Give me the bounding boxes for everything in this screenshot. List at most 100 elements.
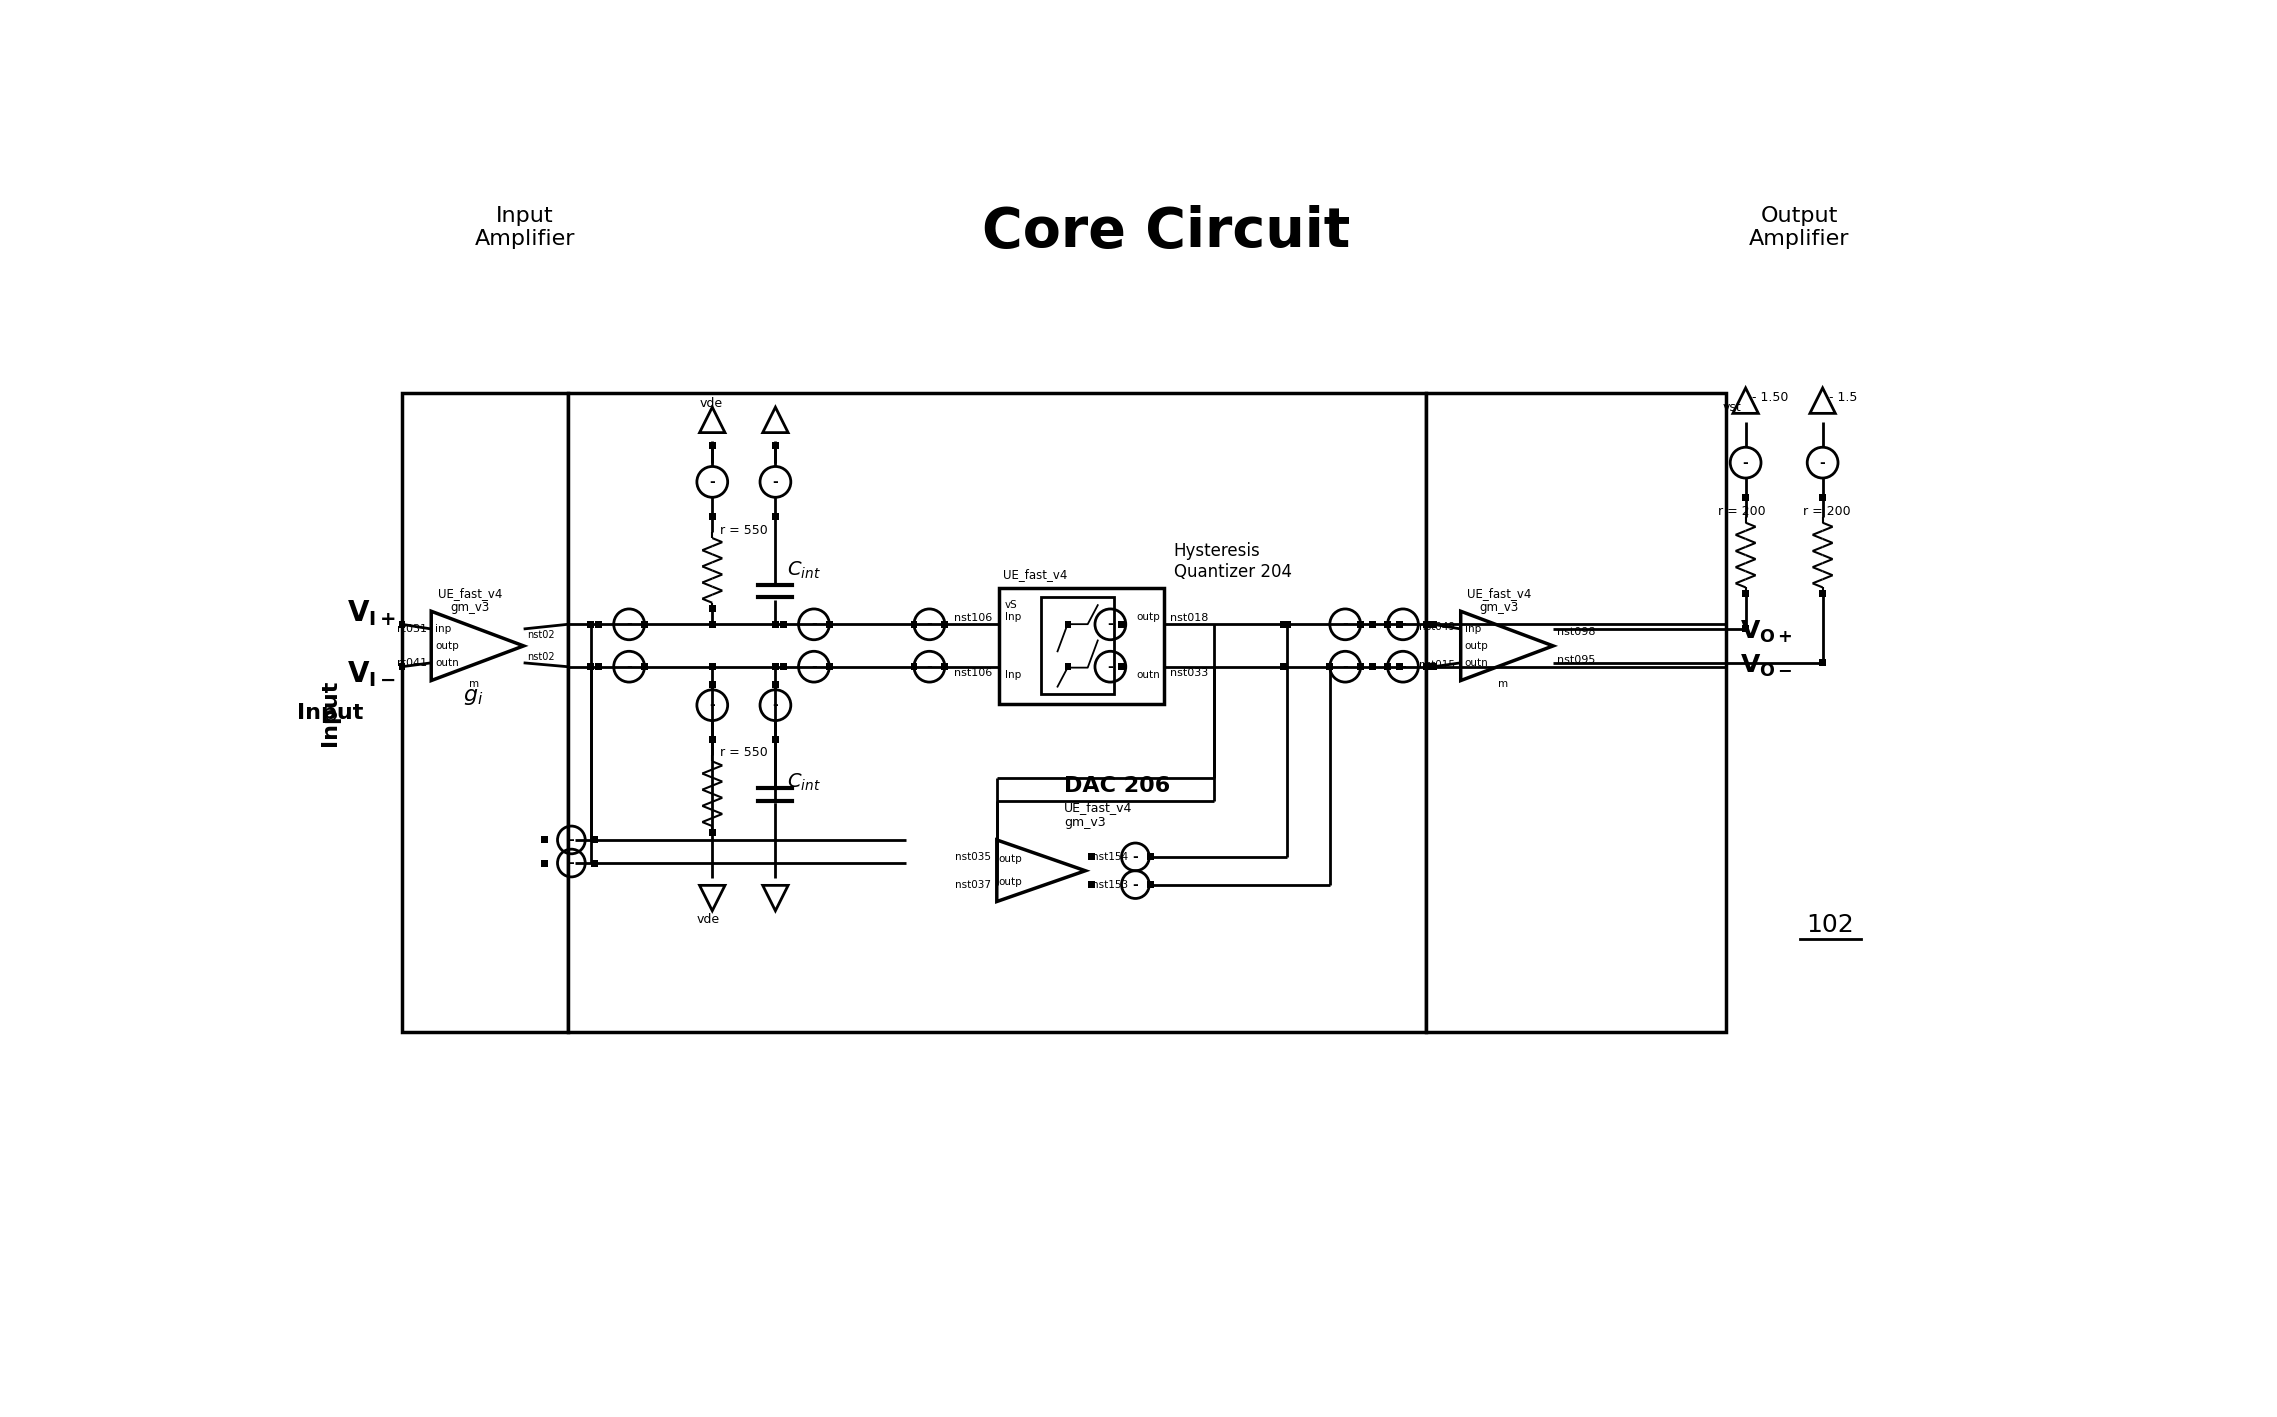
Text: outp: outp bbox=[1464, 640, 1489, 650]
Text: Input: Input bbox=[321, 680, 339, 747]
Text: inp: inp bbox=[435, 623, 451, 633]
Bar bbox=[1284, 621, 1291, 628]
Text: -: - bbox=[927, 618, 931, 632]
Bar bbox=[1430, 621, 1437, 628]
Text: nst153: nst153 bbox=[1091, 880, 1127, 890]
Text: - 1.50: - 1.50 bbox=[1751, 391, 1787, 404]
Bar bbox=[1423, 663, 1430, 670]
Bar bbox=[642, 663, 649, 670]
Text: nst02: nst02 bbox=[526, 631, 553, 640]
Bar bbox=[911, 621, 918, 628]
Text: r = 550: r = 550 bbox=[720, 747, 767, 760]
Text: nst033: nst033 bbox=[1170, 667, 1209, 677]
Bar bbox=[1425, 394, 1726, 1033]
Bar bbox=[592, 836, 599, 843]
Text: UE_fast_v4: UE_fast_v4 bbox=[1466, 587, 1532, 599]
Text: nst035: nst035 bbox=[954, 852, 990, 862]
Text: -: - bbox=[1400, 618, 1405, 632]
Bar bbox=[772, 663, 779, 670]
Bar bbox=[398, 621, 405, 628]
Bar bbox=[1041, 598, 1113, 694]
Bar bbox=[1148, 853, 1154, 860]
Bar bbox=[642, 621, 649, 628]
Text: UE_fast_v4: UE_fast_v4 bbox=[1002, 568, 1068, 581]
Text: outn: outn bbox=[435, 657, 460, 667]
Text: inp: inp bbox=[1464, 623, 1480, 633]
Bar bbox=[1396, 621, 1403, 628]
Bar bbox=[1742, 589, 1749, 597]
Text: Inp: Inp bbox=[1004, 612, 1020, 622]
Text: outn: outn bbox=[1136, 670, 1161, 680]
Bar bbox=[708, 737, 715, 744]
Bar bbox=[708, 442, 715, 449]
Text: outn: outn bbox=[1464, 657, 1489, 667]
Bar bbox=[708, 621, 715, 628]
Text: nst106: nst106 bbox=[954, 667, 993, 677]
Text: UE_fast_v4: UE_fast_v4 bbox=[1063, 801, 1132, 815]
Text: nst106: nst106 bbox=[954, 614, 993, 623]
Text: $g_i$: $g_i$ bbox=[465, 687, 483, 707]
Text: r = 200: r = 200 bbox=[1717, 504, 1765, 517]
Bar bbox=[1000, 588, 1164, 704]
Text: -: - bbox=[772, 475, 779, 489]
Text: UE_fast_v4: UE_fast_v4 bbox=[437, 587, 501, 599]
Text: nst154: nst154 bbox=[1091, 852, 1127, 862]
Bar bbox=[772, 682, 779, 687]
Bar bbox=[1066, 663, 1072, 670]
Bar bbox=[1088, 853, 1095, 860]
Text: -: - bbox=[710, 475, 715, 489]
Bar bbox=[708, 513, 715, 520]
Bar bbox=[779, 663, 786, 670]
Bar bbox=[1423, 621, 1430, 628]
Text: -: - bbox=[1400, 660, 1405, 673]
Text: outp: outp bbox=[435, 640, 460, 650]
Text: $C_{int}$: $C_{int}$ bbox=[788, 771, 820, 794]
Text: -: - bbox=[927, 660, 931, 673]
Bar bbox=[940, 621, 947, 628]
Text: -: - bbox=[1343, 660, 1348, 673]
Bar bbox=[1384, 663, 1391, 670]
Text: 102: 102 bbox=[1806, 913, 1853, 937]
Bar bbox=[827, 621, 833, 628]
Text: -: - bbox=[811, 660, 817, 673]
Text: vS: vS bbox=[1004, 599, 1018, 609]
Bar bbox=[772, 621, 779, 628]
Bar bbox=[1368, 663, 1375, 670]
Text: nst049: nst049 bbox=[1419, 622, 1455, 632]
Text: gm_v3: gm_v3 bbox=[1063, 816, 1107, 829]
Bar bbox=[1430, 663, 1437, 670]
Bar bbox=[1118, 663, 1125, 670]
Text: outp: outp bbox=[1136, 612, 1161, 622]
Text: r = 200: r = 200 bbox=[1803, 504, 1851, 517]
Bar bbox=[594, 621, 601, 628]
Text: $\mathbf{V_{I-}}$: $\mathbf{V_{I-}}$ bbox=[346, 659, 396, 689]
Text: Input: Input bbox=[298, 703, 364, 723]
Text: Inp: Inp bbox=[1004, 670, 1020, 680]
Text: -: - bbox=[1107, 660, 1113, 673]
Text: gm_v3: gm_v3 bbox=[451, 601, 490, 614]
Text: -: - bbox=[811, 618, 817, 632]
Text: gm_v3: gm_v3 bbox=[1480, 601, 1519, 614]
Bar bbox=[1088, 881, 1095, 888]
Bar bbox=[1368, 621, 1375, 628]
Bar bbox=[772, 737, 779, 744]
Text: outp: outp bbox=[1000, 877, 1022, 887]
Bar bbox=[1357, 663, 1364, 670]
Text: - 1.5: - 1.5 bbox=[1828, 391, 1858, 404]
Text: vst: vst bbox=[1724, 401, 1742, 414]
Text: m: m bbox=[469, 679, 478, 690]
Bar bbox=[403, 394, 567, 1033]
Bar bbox=[940, 663, 947, 670]
Bar bbox=[772, 513, 779, 520]
Bar bbox=[594, 663, 601, 670]
Text: -: - bbox=[1107, 618, 1113, 632]
Text: nst015: nst015 bbox=[1419, 660, 1455, 670]
Text: Input
Amplifier: Input Amplifier bbox=[476, 207, 576, 249]
Text: $C_{int}$: $C_{int}$ bbox=[788, 560, 820, 581]
Bar bbox=[1819, 495, 1826, 500]
Text: Core Circuit: Core Circuit bbox=[981, 204, 1350, 259]
Text: -: - bbox=[1742, 456, 1749, 469]
Bar bbox=[1325, 663, 1334, 670]
Bar bbox=[1742, 625, 1749, 632]
Bar bbox=[1396, 663, 1403, 670]
